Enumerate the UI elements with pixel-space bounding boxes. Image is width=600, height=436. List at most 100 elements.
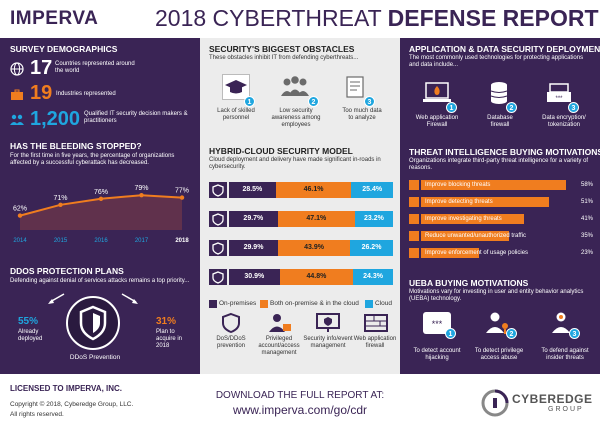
trend-value-label: 71%	[53, 195, 67, 202]
group-icon	[281, 76, 309, 96]
cyberedge-name: CYBEREDGE	[512, 392, 593, 406]
threat-intel-subtext: Organizations integrate third-party thre…	[409, 158, 589, 171]
cyberedge-logo-icon	[480, 388, 510, 418]
legend-swatch-both	[260, 300, 268, 308]
threat-intel-bar-label: Improve investigating threats	[425, 216, 502, 222]
ddos-shield-badge	[66, 296, 120, 350]
ddos-heading: DDOS PROTECTION PLANS	[10, 266, 124, 276]
obstacle-2-badge: 2	[308, 96, 319, 107]
password-icon: ***	[423, 312, 451, 334]
hybrid-heading: HYBRID-CLOUD SECURITY MODEL	[209, 146, 353, 156]
threat-intel-bar-value: 23%	[580, 250, 593, 256]
legend-cloud: Cloud	[375, 300, 392, 307]
trend-point	[17, 213, 23, 218]
countries-label: Countries represented around the world	[55, 61, 135, 74]
bleeding-heading: HAS THE BLEEDING STOPPED?	[10, 141, 142, 151]
threat-intel-bar-label: Improve detecting threats	[425, 199, 493, 205]
practitioners-label: Qualified IT security decision makers & …	[84, 111, 188, 124]
globe-icon	[10, 62, 24, 81]
threat-intel-bar	[421, 231, 509, 241]
hybrid-bar-onprem: 28.5%	[229, 182, 276, 198]
hybrid-bar-onprem: 29.9%	[229, 240, 279, 256]
trend-value-label: 62%	[13, 206, 27, 213]
license-text: LICENSED TO IMPERVA, INC.	[10, 384, 123, 393]
ueba-heading: UEBA BUYING MOTIVATIONS	[409, 278, 529, 288]
user-key-icon	[484, 311, 512, 335]
threat-intel-bullet-icon	[409, 231, 419, 241]
obstacle-2-label: Low security awareness among employees	[271, 108, 321, 128]
dos-prevention-icon	[217, 312, 245, 334]
attack-trend-chart: 62% 2014 71% 2015 76% 2016 79% 2017 77% 2018	[10, 172, 192, 250]
threat-intel-bar-value: 51%	[580, 199, 593, 205]
threat-intel-bar-value: 35%	[580, 233, 593, 239]
trend-point	[98, 196, 104, 201]
trend-tick-label: 2017	[135, 238, 149, 244]
briefcase-icon	[10, 88, 24, 106]
threat-intel-bar-label: Improve enforcement of usage policies	[425, 250, 529, 256]
threat-intel-bar	[421, 214, 524, 224]
graduation-cap-icon	[225, 80, 247, 94]
firewall-icon	[362, 312, 390, 334]
ueba-2-label: To detect privilege access abuse	[474, 348, 524, 361]
legend-swatch-cloud	[365, 300, 373, 308]
threat-intel-bar-label: Improve blocking threats	[425, 182, 491, 188]
threat-intel-bar-value: 41%	[580, 216, 593, 222]
obstacle-1-tile	[222, 74, 250, 100]
threat-intel-bullet-icon	[409, 214, 419, 224]
hybrid-stacked-bars: 28.5% 46.1% 25.4% 29.7% 47.1% 23.2% 29.9% 43.9%…	[209, 180, 395, 300]
imperva-logo: IMPERVA	[10, 8, 99, 29]
ddos-plan-value: 31%	[156, 316, 177, 327]
download-text: DOWNLOAD THE FULL REPORT AT:	[215, 390, 385, 401]
lock-icon	[209, 211, 227, 227]
obstacles-heading: SECURITY'S BIGGEST OBSTACLES	[209, 44, 355, 54]
insider-icon	[547, 311, 575, 335]
report-link[interactable]: www.imperva.com/go/cdr	[232, 403, 368, 417]
threat-intel-bullet-icon	[409, 248, 419, 258]
legend-both: Both on-premise & in the cloud	[270, 300, 359, 307]
page-title: 2018 CYBERTHREAT DEFENSE REPORT	[155, 5, 599, 31]
ueba-2-badge: 2	[506, 328, 517, 339]
ddos-center-label: DDoS Prevention	[69, 354, 121, 361]
appsec-2-badge: 2	[506, 102, 517, 113]
bleeding-text: For the first time in five years, the pe…	[10, 153, 175, 166]
obstacle-3-tile	[344, 74, 368, 100]
appsec-3-label: Data encryption/ tokenization	[542, 115, 586, 128]
hybrid-bar-both: 46.1%	[275, 182, 352, 198]
trend-value-label: 77%	[175, 188, 189, 195]
practitioners-value: 1,200	[30, 108, 81, 130]
appsec-3-badge: 3	[568, 102, 579, 113]
industries-label: Industries represented	[56, 91, 116, 97]
legend-swatch-onprem	[209, 300, 217, 308]
hybrid-bottom-4-label: Web application firewall	[353, 336, 397, 349]
trend-value-label: 76%	[94, 189, 108, 196]
countries-value: 17	[30, 57, 53, 79]
monitor-shield-icon	[314, 312, 342, 334]
demographics-heading: SURVEY DEMOGRAPHICS	[10, 44, 118, 54]
ueba-subtext: Motivations vary for investing in user a…	[409, 289, 584, 302]
threat-intel-heading: THREAT INTELLIGENCE BUYING MOTIVATIONS	[409, 147, 600, 157]
ueba-3-label: To defend against insider threats	[541, 348, 589, 361]
encryption-icon: ***	[544, 80, 574, 106]
trend-area	[20, 195, 182, 230]
threat-intel-bars: Improve blocking threats 58% Improve detec…	[409, 178, 595, 262]
threat-intel-bar-label: Reduce unwanted/unauthorized traffic	[425, 233, 526, 239]
legend-onprem: On-premises	[219, 300, 257, 307]
threat-intel-bar	[421, 197, 549, 207]
hybrid-bottom-3-label: Security info/event management	[303, 336, 353, 349]
firewall-icon	[209, 269, 227, 285]
obstacle-2-tile	[278, 74, 312, 100]
database-icon	[488, 80, 510, 106]
obstacle-1-label: Lack of skilled personnel	[217, 108, 255, 121]
appsec-1-label: Web application Firewall	[415, 115, 459, 128]
trend-tick-label: 2015	[54, 238, 68, 244]
threat-intel-bullet-icon	[409, 180, 419, 190]
arrow-icon-right	[120, 292, 140, 311]
hybrid-bottom-2-label: Privileged account/access management	[258, 336, 300, 356]
people-icon	[9, 113, 25, 131]
ueba-1-badge: 1	[445, 328, 456, 339]
appsec-heading: APPLICATION & DATA SECURITY DEPLOYMENTS	[409, 44, 600, 54]
appsec-subtext: The most commonly used technologies for …	[409, 55, 584, 68]
ddos-deployed-label: Already deployed	[18, 329, 43, 342]
shield-icon	[79, 305, 107, 341]
ddos-text: Defending against denial of services att…	[10, 278, 190, 284]
